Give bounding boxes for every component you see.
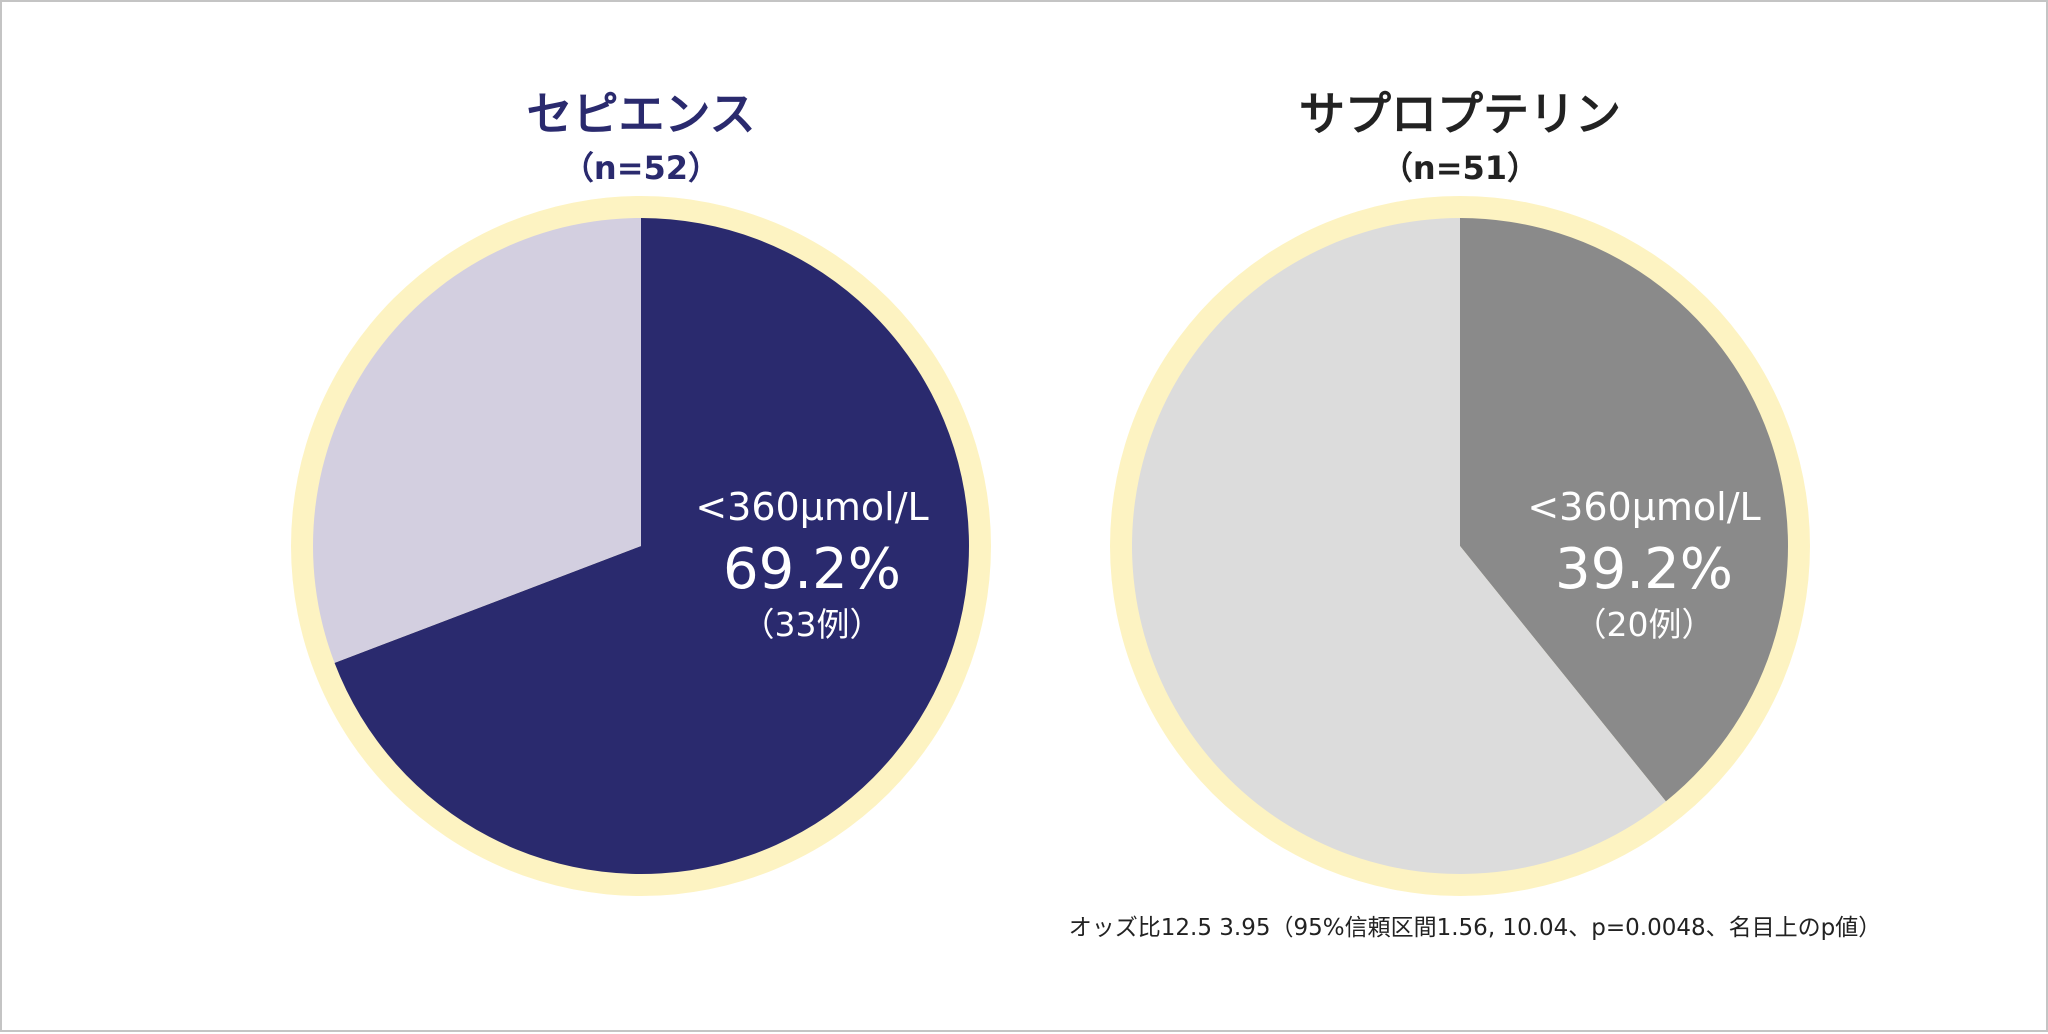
pie-slice-below-360 bbox=[1460, 218, 1788, 802]
slice-label-count: （20例） bbox=[1574, 605, 1715, 644]
slice-label-count: （33例） bbox=[742, 605, 883, 644]
pie-slices-sepiens bbox=[312, 217, 969, 874]
chart-subtitle-sapropterin: （n=51） bbox=[1381, 149, 1539, 187]
pie-chart-sapropterin: サプロプテリン （n=51） <360μmol/L 39.2% （20例） bbox=[1110, 87, 1810, 896]
pie-chart-sepiens: セピエンス （n=52） <360μmol/L 69.2% （33例） bbox=[291, 87, 991, 896]
slice-label-percent: 69.2% bbox=[723, 537, 901, 602]
footnote-odds-ratio: オッズ比12.5 3.95（95%信頼区間1.56, 10.04、p=0.004… bbox=[1069, 915, 1881, 941]
slice-label-threshold: <360μmol/L bbox=[1527, 485, 1760, 529]
pie-slice-other bbox=[312, 217, 641, 663]
slice-label-threshold: <360μmol/L bbox=[695, 485, 928, 529]
slice-label-percent: 39.2% bbox=[1555, 537, 1733, 602]
chart-title-sapropterin: サプロプテリン bbox=[1299, 87, 1621, 141]
pie-slices-sapropterin bbox=[1132, 217, 1788, 874]
pie-slice-below-360 bbox=[334, 218, 969, 874]
pie-slice-other bbox=[1132, 217, 1666, 874]
chart-subtitle-sepiens: （n=52） bbox=[562, 149, 720, 187]
chart-title-sepiens: セピエンス bbox=[526, 87, 755, 141]
